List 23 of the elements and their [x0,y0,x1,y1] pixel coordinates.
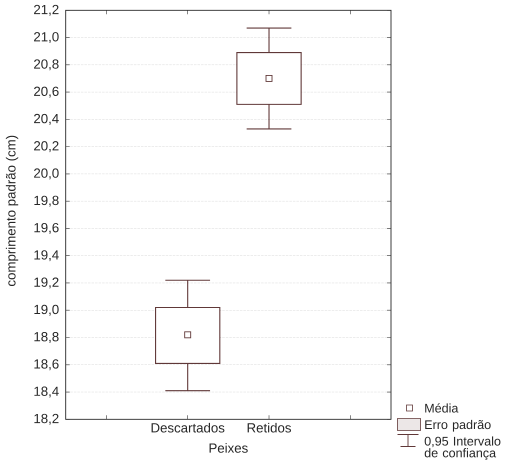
x-axis-title: Peixes [210,443,248,453]
text: 0,95 Intervalo de confiança [424,436,500,460]
x-tick-label: Descartados [152,422,224,433]
y-tick-label: 20,6 [34,86,59,98]
y-tick-label: 18,6 [34,359,59,370]
y-tick-label: 20,8 [34,59,59,70]
y-tick-label: 21,2 [34,4,59,16]
y-tick-label: 19,6 [34,222,59,234]
y-tick-label: 19,8 [34,196,59,207]
y-tick-label: 20,4 [34,114,59,125]
text: Média [425,403,458,413]
y-tick-label: 19,2 [34,277,59,288]
y-tick-label: 19,4 [34,250,59,262]
x-tick-label: Retidos [248,422,291,433]
y-tick-label: 20,0 [34,168,59,180]
y-tick-label: 20,2 [34,141,59,152]
text: Erro padrão [425,420,491,432]
y-axis-title: comprimento padrão (cm) [6,136,18,286]
y-tick-label: 19,0 [34,304,59,316]
y-tick-label: 21,0 [34,32,59,44]
y-tick-label: 18,2 [34,414,59,425]
y-tick-label: 18,8 [34,332,59,343]
y-tick-label: 18,4 [34,386,59,398]
